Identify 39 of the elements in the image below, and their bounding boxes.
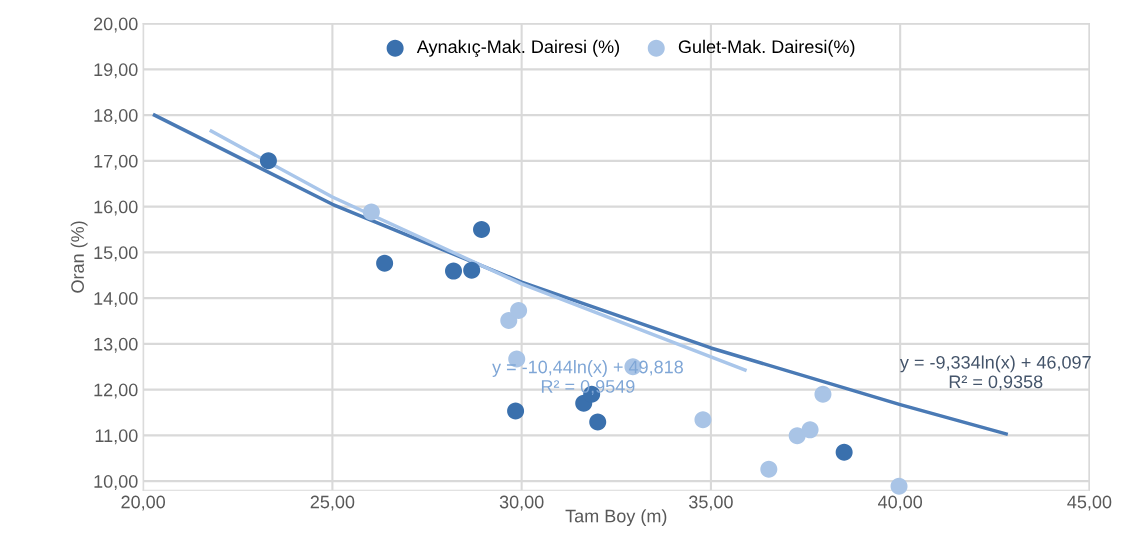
point [259,152,277,170]
point [507,402,525,420]
point [788,427,806,445]
point [500,312,518,330]
annotation: y = -9,334ln(x) + 46,097 R² = 0,9358 [899,355,1091,391]
point [589,413,607,431]
y-tick-label: 16,00 [94,200,138,216]
point [362,203,380,221]
point [376,254,394,272]
x-tick-label: 35,00 [689,495,733,511]
legend-label: Gulet-Mak. Dairesi(%) [678,39,855,57]
point [760,460,778,478]
x-axis-title: Tam Boy (m) [565,509,667,526]
y-tick-label: 20,00 [94,17,138,33]
point [445,262,463,280]
x-tick-label: 20,00 [121,495,166,511]
point [890,477,908,495]
point [694,411,712,429]
point [463,261,481,279]
y-tick-label: 12,00 [94,383,138,399]
y-tick-label: 15,00 [94,246,138,262]
y-tick-label: 14,00 [94,292,138,307]
point [814,385,832,403]
x-tick-label: 25,00 [310,495,355,511]
y-tick-label: 18,00 [94,109,138,124]
y-tick-label: 19,00 [94,63,138,79]
point [473,220,491,238]
point [835,443,853,461]
point [801,421,819,439]
x-tick-label: 30,00 [499,495,544,511]
y-axis-title: Oran (%) [70,221,88,293]
y-tick-label: 17,00 [94,154,138,170]
y-tick-label: 11,00 [95,429,138,445]
x-tick-label: 45,00 [1067,495,1112,511]
y-tick-label: 10,00 [94,475,138,490]
x-tick-label: 40,00 [877,495,923,511]
point [510,301,528,319]
legend-label: Aynakıç-Mak. Dairesi (%) [416,39,620,57]
y-tick-label: 13,00 [94,337,138,353]
